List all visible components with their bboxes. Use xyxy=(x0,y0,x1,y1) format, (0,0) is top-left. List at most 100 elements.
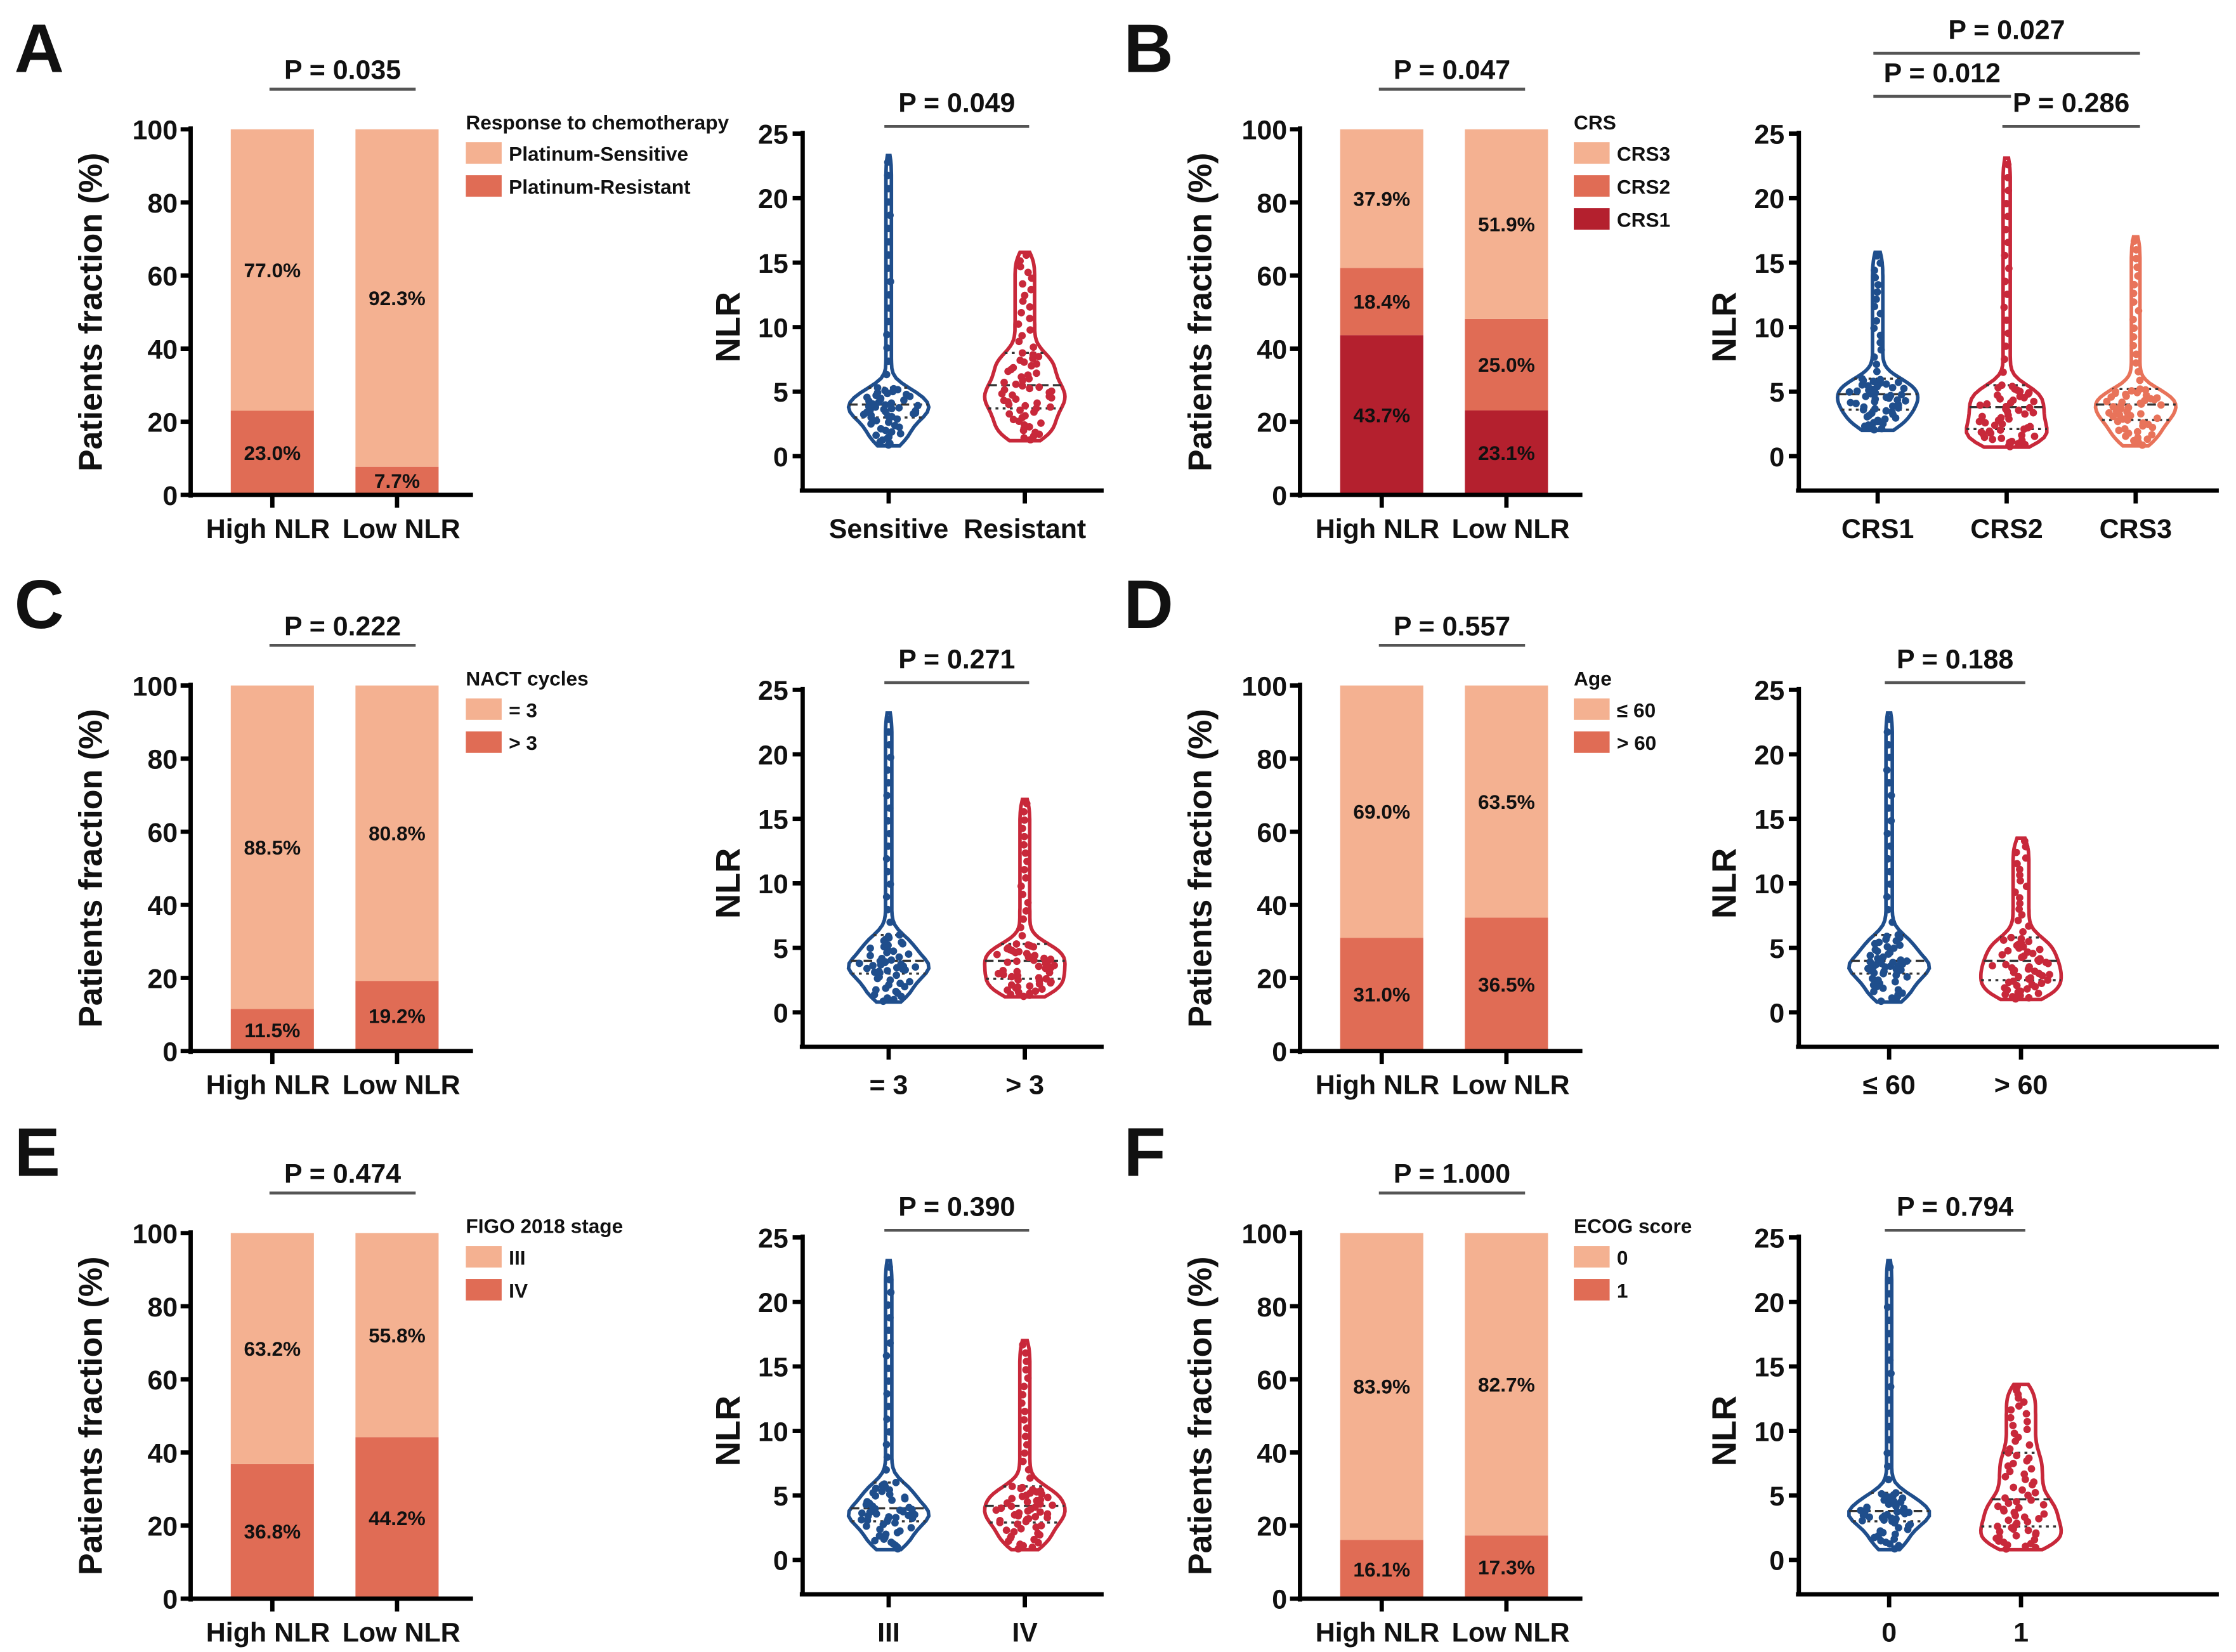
x-tick-label: CRS3 xyxy=(2100,514,2173,544)
data-point xyxy=(875,1532,884,1540)
data-point xyxy=(1883,1449,1892,1457)
data-point xyxy=(1886,391,1895,400)
legend-label: Platinum-Sensitive xyxy=(509,143,688,166)
data-point xyxy=(1018,332,1026,340)
y-tick-label: 5 xyxy=(773,377,788,408)
data-point xyxy=(882,1441,891,1448)
data-point xyxy=(886,804,894,812)
legend-label: CRS2 xyxy=(1617,176,1670,199)
data-point xyxy=(1021,1407,1029,1415)
data-point xyxy=(1887,791,1895,799)
y-tick-label: 20 xyxy=(1257,1512,1287,1542)
violin-shape xyxy=(1965,156,2049,449)
data-point xyxy=(2135,306,2143,315)
data-point xyxy=(2025,938,2033,945)
data-point xyxy=(2020,1470,2029,1478)
x-tick-label: Low NLR xyxy=(1452,1618,1570,1648)
y-tick-label: 40 xyxy=(1257,1438,1287,1469)
data-point xyxy=(1845,388,1854,396)
data-point xyxy=(2015,973,2022,981)
stacked-bar-chart: 11.5% 88.5% High NLR 19.2% 80.8% Low NLR 0 20 40… xyxy=(72,611,588,1100)
data-point xyxy=(1885,1290,1893,1298)
panel-label: B xyxy=(1124,10,1174,86)
data-point xyxy=(1875,938,1883,947)
x-tick-label: Resistant xyxy=(964,514,1086,544)
bar-data-label: 17.3% xyxy=(1478,1556,1535,1578)
data-point xyxy=(2153,394,2161,402)
y-tick-label: 60 xyxy=(1257,818,1287,848)
data-point xyxy=(895,953,903,961)
legend: Age≤ 60 > 60 xyxy=(1574,667,1656,754)
data-point xyxy=(2028,981,2036,988)
data-point xyxy=(886,1428,893,1436)
data-point xyxy=(1037,419,1045,427)
data-point xyxy=(887,956,896,964)
data-point xyxy=(1881,415,1889,423)
bar-data-label: 18.4% xyxy=(1353,291,1410,313)
data-point xyxy=(898,938,906,947)
data-point xyxy=(1017,373,1026,381)
data-point xyxy=(2135,367,2142,376)
data-point xyxy=(1888,994,1896,1002)
violin-plot: 0 5 10 15 20 25 NLR 0 1 P = 0.794 xyxy=(1705,1192,2219,1648)
p-value: P = 1.000 xyxy=(1394,1159,1510,1190)
x-tick-label: III xyxy=(877,1618,900,1648)
data-point xyxy=(1885,716,1893,723)
data-point xyxy=(1889,959,1897,967)
data-point xyxy=(2025,403,2034,412)
y-axis-label: Patients fraction (%) xyxy=(1182,1257,1219,1575)
data-point xyxy=(2015,894,2024,902)
data-point xyxy=(1013,967,1021,976)
data-point xyxy=(2010,977,2017,985)
data-point xyxy=(1876,331,1885,339)
y-tick-label: 40 xyxy=(147,891,178,921)
data-point xyxy=(1885,1316,1893,1325)
data-point xyxy=(1871,273,1880,282)
data-point xyxy=(1017,1399,1026,1407)
panel-label: E xyxy=(15,1113,60,1190)
data-point xyxy=(1018,932,1026,940)
data-point xyxy=(1026,303,1034,311)
data-point xyxy=(1870,324,1878,332)
data-point xyxy=(1029,351,1037,359)
data-point xyxy=(1871,946,1880,954)
data-point xyxy=(891,421,899,429)
x-tick-label: Low NLR xyxy=(343,514,461,544)
y-tick-label: 80 xyxy=(1257,745,1287,775)
legend-swatch xyxy=(466,1279,502,1301)
data-point xyxy=(884,198,892,206)
data-point xyxy=(1885,741,1892,749)
y-tick-label: 80 xyxy=(147,745,178,775)
y-tick-label: 0 xyxy=(1769,1546,1784,1577)
y-tick-label: 10 xyxy=(1754,1417,1784,1447)
data-point xyxy=(2010,1509,2018,1516)
data-point xyxy=(1017,309,1025,317)
x-tick-label: Low NLR xyxy=(343,1618,461,1648)
data-point xyxy=(1033,369,1040,377)
data-point xyxy=(1047,387,1056,395)
data-point xyxy=(2027,1465,2036,1473)
y-tick-label: 25 xyxy=(758,676,788,706)
data-point xyxy=(2001,355,2008,364)
data-point xyxy=(2011,888,2019,896)
data-point xyxy=(896,931,903,939)
data-point xyxy=(884,933,892,940)
data-point xyxy=(1985,427,1994,435)
data-point xyxy=(884,418,892,426)
data-point xyxy=(2022,882,2030,891)
data-point xyxy=(863,393,871,402)
data-point xyxy=(1030,343,1038,351)
data-point xyxy=(1876,259,1885,267)
data-point xyxy=(1999,1505,2008,1514)
x-tick-label: IV xyxy=(1012,1618,1038,1648)
data-point xyxy=(1883,943,1892,951)
legend-swatch xyxy=(466,1246,502,1268)
data-point xyxy=(884,1301,892,1309)
data-point xyxy=(2040,1510,2048,1518)
bar-segment xyxy=(1340,1540,1423,1599)
data-point xyxy=(884,317,892,325)
data-point xyxy=(1870,353,1878,361)
y-tick-label: 20 xyxy=(147,408,178,438)
legend-swatch xyxy=(1574,731,1610,753)
